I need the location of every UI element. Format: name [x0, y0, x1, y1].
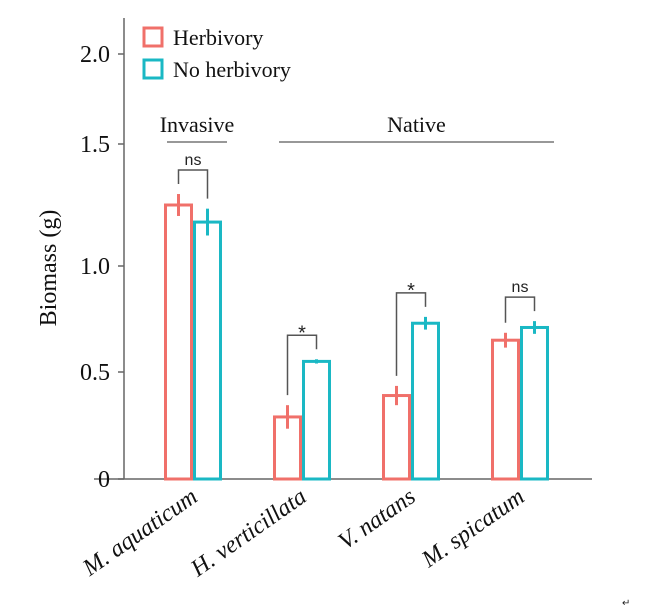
- significance-label: ns: [185, 152, 202, 169]
- y-tick-label: 1.5: [80, 132, 110, 158]
- bar: [411, 321, 440, 481]
- bar: [164, 203, 193, 481]
- significance-bracket: [395, 292, 427, 376]
- significance-bracket: [504, 296, 536, 323]
- bar: [193, 220, 222, 481]
- significance-label: ns: [512, 279, 529, 296]
- significance-label: *: [298, 322, 306, 344]
- footer-mark: ↵: [622, 598, 630, 608]
- bars: [164, 194, 549, 481]
- significance-label: *: [407, 280, 415, 302]
- annotations: ns * * ns Invasive Native: [160, 112, 554, 396]
- legend-swatch-no-herbivory: [142, 58, 164, 80]
- significance-bracket: [286, 334, 318, 396]
- legend: Herbivory No herbivory: [142, 25, 291, 82]
- significance-bracket: [177, 169, 209, 199]
- y-tick-label: 0: [98, 467, 110, 493]
- legend-swatch-herbivory: [142, 26, 164, 48]
- legend-label-no-herbivory: No herbivory: [173, 57, 291, 82]
- bar: [382, 394, 411, 481]
- y-tick-label: 0.5: [80, 360, 110, 386]
- x-tick-label: H. verticillata: [185, 484, 311, 583]
- x-tick-label: V. natans: [334, 484, 421, 556]
- y-tick-label: 1.0: [80, 254, 110, 280]
- group-label: Invasive: [160, 112, 235, 137]
- x-tick-label: M. spicatum: [417, 484, 530, 574]
- y-tick-label: 2.0: [80, 42, 110, 68]
- y-axis-label: Biomass (g): [36, 210, 62, 327]
- x-tick-label: M. aquaticum: [78, 484, 203, 582]
- bar: [491, 338, 520, 481]
- bar: [302, 359, 331, 481]
- bar: [520, 325, 549, 481]
- group-label: Native: [387, 112, 446, 137]
- legend-label-herbivory: Herbivory: [173, 25, 263, 50]
